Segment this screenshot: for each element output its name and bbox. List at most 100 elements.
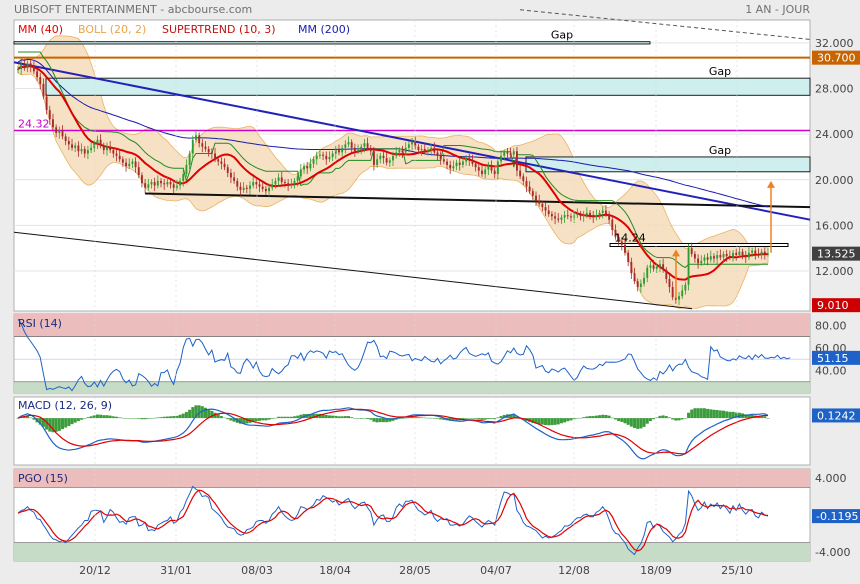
candle-body xyxy=(468,158,471,161)
macd-histogram-bar xyxy=(146,418,150,419)
macd-histogram-bar xyxy=(102,415,106,419)
candle-body xyxy=(74,145,77,148)
macd-histogram-bar xyxy=(223,417,227,419)
macd-histogram-bar xyxy=(629,418,633,427)
macd-histogram-bar xyxy=(83,418,87,419)
candle-body xyxy=(700,260,703,264)
candle-body xyxy=(474,163,477,168)
candle-body xyxy=(592,215,595,218)
candle-body xyxy=(417,146,420,151)
macd-histogram-bar xyxy=(115,416,119,419)
macd-histogram-bar xyxy=(130,418,134,419)
macd-histogram-bar xyxy=(184,412,188,419)
macd-histogram-bar xyxy=(213,412,217,419)
candle-body xyxy=(106,146,108,151)
macd-histogram-bar xyxy=(381,418,385,423)
candle-body xyxy=(665,269,668,280)
macd-histogram-bar xyxy=(312,413,316,419)
candle-body xyxy=(309,163,312,169)
candle-body xyxy=(703,257,706,261)
macd-histogram-bar xyxy=(709,409,713,419)
macd-histogram-bar xyxy=(64,418,68,428)
macd-histogram-bar xyxy=(690,409,694,419)
candle-body xyxy=(614,229,617,237)
macd-histogram-bar xyxy=(16,418,20,419)
macd-line xyxy=(17,407,769,460)
gap-zone-upper xyxy=(45,77,811,96)
macd-histogram-bar xyxy=(490,418,494,419)
candle-body xyxy=(214,153,216,160)
macd-histogram-bar xyxy=(502,414,506,419)
candle-body xyxy=(112,150,115,154)
macd-histogram-bar xyxy=(712,409,716,419)
macd-histogram-bar xyxy=(594,415,598,419)
macd-histogram-bar xyxy=(362,418,366,419)
macd-histogram-bar xyxy=(264,418,268,421)
macd-histogram-bar xyxy=(347,416,351,419)
macd-histogram-bar xyxy=(353,418,357,419)
candle-body xyxy=(156,180,159,186)
macd-histogram-bar xyxy=(277,416,281,419)
macd-histogram-bar xyxy=(289,416,293,419)
candle-body xyxy=(697,258,700,264)
macd-histogram-bar xyxy=(99,414,103,419)
candle-body xyxy=(207,148,210,153)
candle-body xyxy=(169,182,172,185)
candle-body xyxy=(566,215,569,217)
macd-histogram-bar xyxy=(197,405,201,419)
macd-histogram-bar xyxy=(318,413,322,419)
candle-body xyxy=(509,153,512,155)
macd-histogram-bar xyxy=(496,417,500,419)
macd-histogram-bar xyxy=(76,418,80,422)
macd-histogram-bar xyxy=(337,416,341,419)
macd-histogram-bar xyxy=(610,417,614,419)
candle-body xyxy=(249,185,251,189)
macd-histogram-bar xyxy=(238,418,242,424)
candle-body xyxy=(732,252,734,258)
macd-histogram-bar xyxy=(95,414,99,419)
price-badge-lower-label: 9.010 xyxy=(817,299,849,312)
candle-body xyxy=(538,200,541,204)
candle-body xyxy=(264,188,267,192)
candle-body xyxy=(427,150,429,152)
rsi-value-label: 51.15 xyxy=(817,352,849,365)
macd-histogram-bar xyxy=(229,418,233,421)
macd-histogram-bar xyxy=(89,416,93,419)
macd-histogram-bar xyxy=(540,418,544,425)
macd-histogram-bar xyxy=(216,414,220,419)
macd-histogram-bar xyxy=(633,418,637,428)
candle-body xyxy=(201,143,204,147)
macd-histogram-bar xyxy=(134,418,138,419)
macd-histogram-bar xyxy=(111,416,115,419)
candle-body xyxy=(439,155,442,160)
macd-histogram-bar xyxy=(73,418,77,423)
x-axis-tick-label: 18/09 xyxy=(640,564,672,577)
candle-body xyxy=(557,218,560,220)
candle-body xyxy=(627,252,630,262)
macd-histogram-bar xyxy=(410,416,414,419)
x-axis-tick-label: 20/12 xyxy=(79,564,111,577)
candle-body xyxy=(61,130,64,137)
candle-body xyxy=(576,214,579,216)
macd-histogram-bar xyxy=(140,418,144,420)
macd-histogram-bar xyxy=(420,417,424,419)
macd-histogram-bar xyxy=(188,409,192,419)
macd-histogram-bar xyxy=(118,417,122,419)
candle-body xyxy=(128,163,131,167)
price-y-tick: 28.000 xyxy=(815,82,854,95)
candle-body xyxy=(58,130,61,133)
macd-histogram-bar xyxy=(280,416,284,419)
pgo-title: PGO (15) xyxy=(18,472,68,485)
macd-histogram-bar xyxy=(591,416,595,419)
macd-histogram-bar xyxy=(121,417,125,419)
macd-histogram-bar xyxy=(45,418,49,430)
macd-value-badge xyxy=(812,408,860,423)
candle-body xyxy=(185,164,188,175)
macd-histogram-bar xyxy=(29,417,33,419)
candle-body xyxy=(481,170,483,175)
candle-body xyxy=(458,162,461,165)
macd-histogram-bar xyxy=(232,418,236,422)
macd-histogram-bar xyxy=(585,416,589,419)
candle-body xyxy=(757,253,760,256)
